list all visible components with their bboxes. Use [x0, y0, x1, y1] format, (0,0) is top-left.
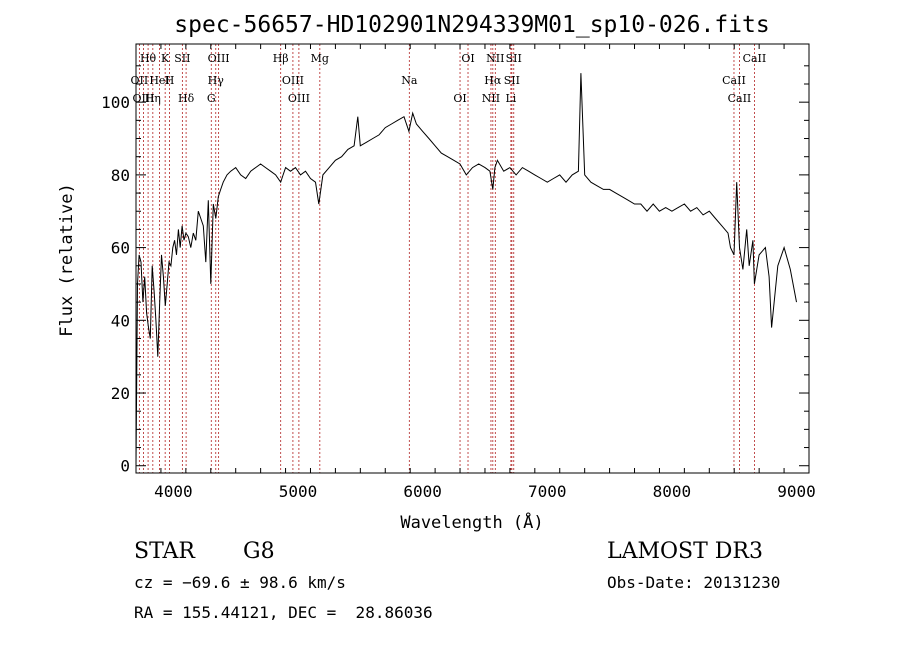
spectral-line-label: OII — [131, 74, 149, 87]
coordinates-readout: RA = 155.44121, DEC = 28.86036 — [134, 603, 433, 622]
spectral-line-label: Hθ — [140, 52, 157, 65]
y-tick-label: 100 — [101, 93, 130, 112]
x-tick-label: 6000 — [403, 482, 442, 501]
y-tick-label: 80 — [111, 166, 130, 185]
spectral-line-label: Hη — [145, 92, 161, 105]
survey-label: LAMOST DR3 — [607, 539, 763, 564]
spectral-line-label: OIII — [208, 52, 230, 65]
spectral-line-label: HeI — [149, 74, 169, 87]
spectral-line-label: Li — [505, 92, 516, 105]
x-tick-label: 4000 — [154, 482, 193, 501]
y-tick-label: 60 — [111, 239, 130, 258]
x-axis-label: Wavelength (Å) — [400, 511, 543, 533]
spectral-line-label: Hα — [484, 74, 502, 87]
redshift-readout: cz = −69.6 ± 98.6 km/s — [134, 573, 346, 592]
y-axis-label: Flux (relative) — [57, 183, 77, 337]
spectral-line-markers — [138, 44, 755, 473]
y-axis-ticks: 0 20 40 60 80 100 — [101, 65, 809, 476]
spectral-line-label: Mg — [311, 52, 329, 65]
spectral-line-label: SII — [174, 52, 190, 65]
class-label: STAR — [134, 539, 195, 564]
plot-frame — [135, 43, 810, 474]
spectral-line-label: CaII — [722, 74, 746, 87]
spectral-line-label: OIII — [282, 74, 304, 87]
obs-date-readout: Obs-Date: 20131230 — [607, 573, 781, 592]
spectral-line-label: Hβ — [273, 52, 289, 65]
x-tick-label: 7000 — [528, 482, 567, 501]
spectral-line-label: Hγ — [208, 74, 225, 87]
x-tick-label: 8000 — [653, 482, 692, 501]
x-tick-label: 5000 — [279, 482, 318, 501]
spectrum-line — [135, 73, 797, 466]
spectral-line-label: OI — [461, 52, 474, 65]
spectral-line-labels: HθOIIOIIIKHeIHηSIIHHδOIIIHγGHβOIIIOIIIMg… — [131, 52, 767, 105]
y-tick-label: 40 — [111, 311, 130, 330]
x-axis-ticks: 4000 5000 6000 7000 8000 9000 — [135, 44, 816, 501]
spectral-line-label: Na — [401, 74, 418, 87]
spectral-line-label: SII — [504, 74, 520, 87]
spectral-line-label: OIII — [288, 92, 310, 105]
spectral-line-label: H — [165, 74, 175, 87]
spectral-line-label: G — [207, 92, 216, 105]
spectral-line-label: NII — [482, 92, 500, 105]
spectral-line-label: K — [161, 52, 170, 65]
chart-title: spec-56657-HD102901N294339M01_sp10-026.f… — [174, 12, 769, 38]
spectral-line-label: Hδ — [178, 92, 195, 105]
spectral-line-label: CaII — [743, 52, 767, 65]
spectral-line-label: OI — [453, 92, 466, 105]
spectral-line-label: SII — [506, 52, 522, 65]
y-tick-label: 0 — [120, 457, 130, 476]
subclass-label: G8 — [243, 539, 275, 564]
x-tick-label: 9000 — [777, 482, 816, 501]
spectral-line-label: NII — [486, 52, 504, 65]
spectral-line-label: CaII — [728, 92, 752, 105]
y-tick-label: 20 — [111, 384, 130, 403]
